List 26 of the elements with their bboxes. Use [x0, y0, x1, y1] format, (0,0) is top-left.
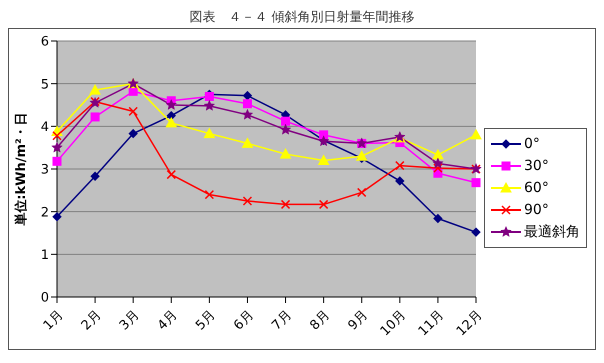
- x-tick-label: 4月: [154, 308, 181, 334]
- legend-label: 最適斜角: [524, 223, 580, 241]
- legend-label: 30°: [524, 158, 549, 174]
- x-tick-label: 9月: [345, 308, 372, 334]
- y-tick-label: 2: [40, 205, 49, 220]
- x-tick-label: 8月: [307, 308, 333, 334]
- x-tick-label: 3月: [116, 308, 143, 334]
- y-tick-label: 1: [40, 248, 49, 263]
- x-tick-label: 7月: [269, 308, 295, 334]
- legend-label: 0°: [524, 136, 540, 152]
- chart-title: 図表 ４－４ 傾斜角別日射量年間推移: [188, 9, 416, 27]
- x-tick-label: 10月: [378, 308, 410, 340]
- x-tick-label: 12月: [454, 308, 486, 340]
- y-tick-label: 4: [40, 120, 49, 135]
- x-tick-label: 5月: [193, 308, 219, 334]
- x-tick-label: 1月: [40, 308, 66, 334]
- y-tick-label: 0: [40, 290, 49, 306]
- y-axis-title: 単位:kWh/m²・日: [14, 112, 29, 227]
- x-tick-label: 11月: [416, 308, 448, 340]
- y-tick-label: 5: [40, 77, 49, 92]
- legend-label: 90°: [524, 202, 549, 218]
- x-tick-label: 6月: [231, 308, 257, 334]
- y-tick-label: 3: [40, 162, 49, 178]
- x-tick-label: 2月: [78, 308, 104, 334]
- legend-label: 60°: [524, 180, 549, 196]
- y-tick-label: 6: [40, 34, 49, 50]
